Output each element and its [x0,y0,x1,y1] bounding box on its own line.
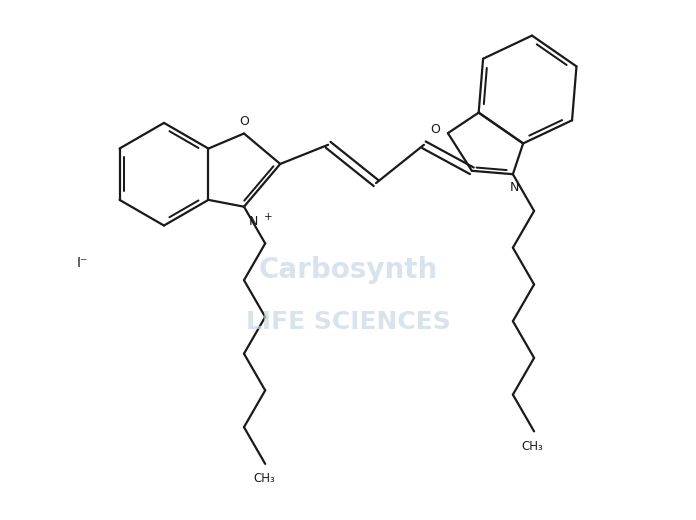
Text: CH₃: CH₃ [253,473,275,486]
Text: O: O [239,115,249,128]
Text: I⁻: I⁻ [76,256,88,270]
Text: LIFE SCIENCES: LIFE SCIENCES [246,310,450,334]
Text: O: O [431,123,441,136]
Text: N: N [249,215,258,228]
Text: +: + [264,212,273,222]
Text: Carbosynth: Carbosynth [258,256,438,284]
Text: CH₃: CH₃ [522,440,544,453]
Text: N: N [509,181,519,194]
